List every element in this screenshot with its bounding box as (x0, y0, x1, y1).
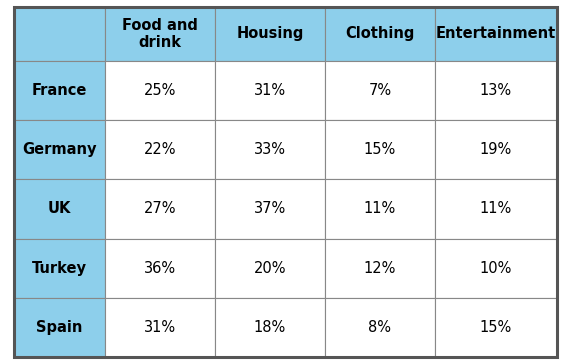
Text: France: France (32, 83, 87, 98)
Bar (325, 60, 435, 120)
Text: 7%: 7% (369, 83, 391, 98)
Text: 31%: 31% (144, 320, 176, 335)
Text: Entertainment: Entertainment (436, 27, 556, 41)
Text: 11%: 11% (364, 202, 396, 217)
Text: 11%: 11% (479, 202, 512, 217)
Bar (14, 7, 105, 60)
Bar (105, 120, 215, 179)
Text: Spain: Spain (36, 320, 83, 335)
Bar (435, 120, 557, 179)
Bar (215, 7, 325, 60)
Text: 18%: 18% (254, 320, 286, 335)
Bar (105, 60, 215, 120)
Bar (14, 298, 105, 357)
Bar (215, 179, 325, 239)
Bar (215, 60, 325, 120)
Bar (105, 239, 215, 298)
Bar (14, 239, 105, 298)
Bar (105, 179, 215, 239)
Text: Germany: Germany (22, 142, 97, 157)
Bar (325, 239, 435, 298)
Bar (435, 298, 557, 357)
Text: 10%: 10% (479, 261, 512, 276)
Bar (14, 179, 105, 239)
Bar (435, 60, 557, 120)
Text: 15%: 15% (479, 320, 512, 335)
Bar (215, 298, 325, 357)
Bar (14, 120, 105, 179)
Bar (435, 7, 557, 60)
Bar (325, 298, 435, 357)
Bar (435, 179, 557, 239)
Text: 12%: 12% (364, 261, 396, 276)
Text: 33%: 33% (254, 142, 286, 157)
Bar (215, 120, 325, 179)
Bar (105, 7, 215, 60)
Text: Clothing: Clothing (345, 27, 415, 41)
Text: Food and
drink: Food and drink (122, 18, 198, 50)
Bar (215, 239, 325, 298)
Bar (325, 179, 435, 239)
Text: 27%: 27% (144, 202, 176, 217)
Text: 19%: 19% (479, 142, 512, 157)
Text: 22%: 22% (144, 142, 176, 157)
Bar (105, 298, 215, 357)
Text: Turkey: Turkey (32, 261, 87, 276)
Bar (325, 7, 435, 60)
Text: 25%: 25% (144, 83, 176, 98)
Bar (435, 239, 557, 298)
Text: 20%: 20% (254, 261, 286, 276)
Text: 8%: 8% (369, 320, 391, 335)
Text: 13%: 13% (480, 83, 512, 98)
Text: Housing: Housing (236, 27, 304, 41)
Text: 36%: 36% (144, 261, 176, 276)
Bar (325, 120, 435, 179)
Text: 37%: 37% (254, 202, 286, 217)
Text: 31%: 31% (254, 83, 286, 98)
Text: UK: UK (48, 202, 71, 217)
Text: 15%: 15% (364, 142, 396, 157)
Bar (14, 60, 105, 120)
